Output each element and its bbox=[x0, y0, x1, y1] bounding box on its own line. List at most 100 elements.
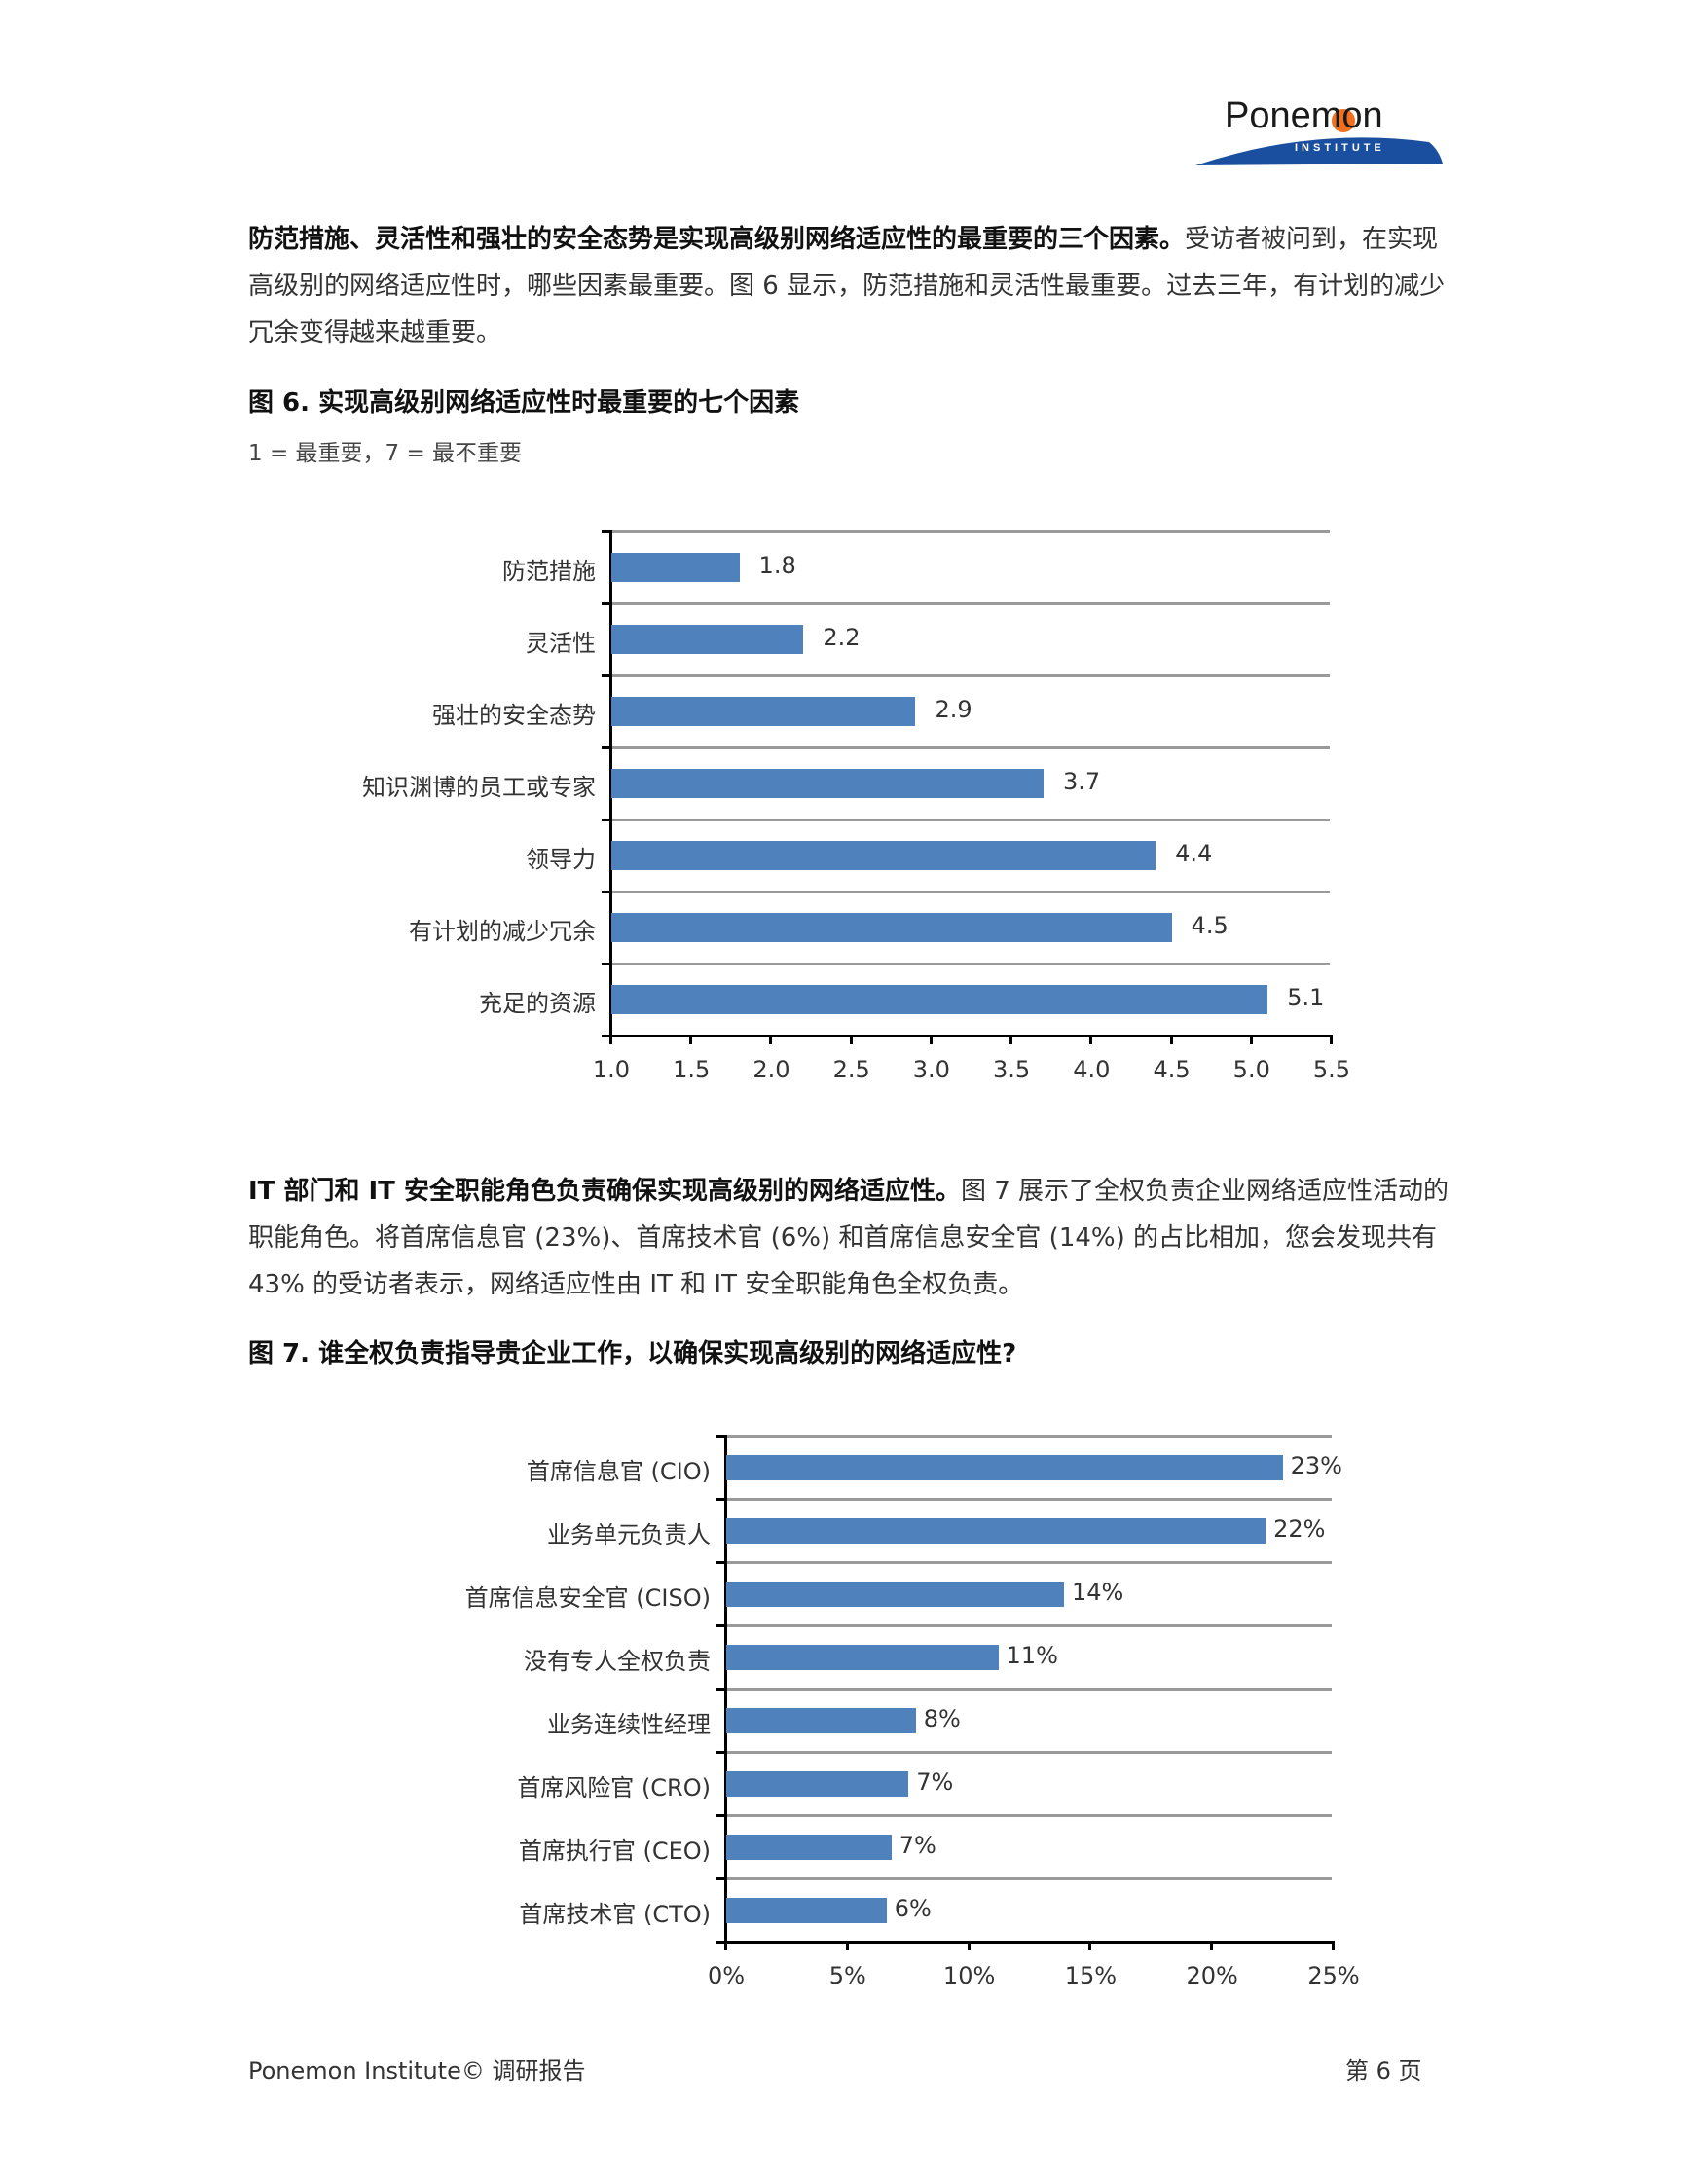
fig7-xtick-label: 0% bbox=[707, 1962, 746, 1989]
fig6-category-label: 有计划的减少冗余 bbox=[409, 918, 596, 945]
fig6-ytick bbox=[602, 891, 611, 893]
fig7-value-label: 22% bbox=[1273, 1514, 1326, 1543]
fig6-xtick-label: 1.5 bbox=[673, 1056, 711, 1083]
fig7-category-label: 首席风险官 (CRO) bbox=[517, 1773, 711, 1802]
fig6-x-axis bbox=[602, 1035, 1331, 1037]
fig6-bar bbox=[611, 769, 1044, 798]
fig7-bar bbox=[726, 1770, 909, 1797]
fig6-xtick-label: 4.0 bbox=[1073, 1056, 1111, 1083]
fig7-bar bbox=[726, 1834, 892, 1860]
fig6-xtick-label: 3.5 bbox=[993, 1056, 1031, 1083]
fig7-ytick bbox=[716, 1561, 726, 1564]
footer-page-number: 第 6 页 bbox=[1345, 2057, 1422, 2085]
logo-swoosh-icon bbox=[1195, 137, 1443, 165]
figure7-title: 图 7. 谁全权负责指导贵企业工作，以确保实现高级别的网络适应性? bbox=[248, 1339, 1017, 1368]
fig7-gridline bbox=[724, 1561, 1332, 1564]
fig7-bar bbox=[726, 1517, 1266, 1544]
section2-lead: IT 部门和 IT 安全职能角色负责确保实现高级别的网络适应性。 bbox=[248, 1177, 961, 1206]
fig6-ytick bbox=[602, 819, 611, 821]
fig6-category-label: 充足的资源 bbox=[479, 990, 596, 1017]
fig6-xtick bbox=[769, 1035, 773, 1044]
fig7-bar bbox=[726, 1454, 1283, 1480]
fig6-category-label: 知识渊博的员工或专家 bbox=[362, 774, 596, 801]
fig6-xtick bbox=[929, 1035, 933, 1044]
fig6-gridline bbox=[609, 891, 1330, 893]
fig6-xtick-label: 2.5 bbox=[832, 1056, 870, 1083]
fig6-category-label: 强壮的安全态势 bbox=[432, 702, 596, 729]
fig6-bar bbox=[611, 985, 1268, 1014]
fig6-gridline bbox=[609, 819, 1330, 821]
fig7-gridline bbox=[724, 1877, 1332, 1880]
section1-paragraph: 防范措施、灵活性和强壮的安全态势是实现高级别网络适应性的最重要的三个因素。受访者… bbox=[248, 216, 1455, 356]
fig6-value-label: 1.8 bbox=[758, 552, 796, 579]
fig6-bar bbox=[611, 913, 1172, 942]
fig6-category-label: 灵活性 bbox=[526, 630, 596, 657]
fig6-value-label: 4.5 bbox=[1191, 912, 1229, 939]
section2-paragraph: IT 部门和 IT 安全职能角色负责确保实现高级别的网络适应性。图 7 展示了全… bbox=[248, 1168, 1455, 1308]
fig6-gridline bbox=[609, 746, 1330, 749]
fig6-xtick-label: 5.0 bbox=[1232, 1056, 1270, 1083]
section1-body: 受访者被问到，在实现高级别的网络适应性时，哪些因素最重要。图 6 显示，防范措施… bbox=[248, 225, 1446, 347]
fig6-xtick-label: 5.5 bbox=[1312, 1056, 1351, 1083]
fig6-bar bbox=[611, 697, 916, 726]
fig6-gridline bbox=[609, 963, 1330, 965]
fig6-gridline bbox=[609, 602, 1330, 605]
fig6-value-label: 5.1 bbox=[1287, 984, 1325, 1011]
fig7-value-label: 7% bbox=[916, 1767, 954, 1796]
fig6-xtick bbox=[1009, 1035, 1013, 1044]
fig7-category-label: 首席信息安全官 (CISO) bbox=[464, 1583, 711, 1612]
fig6-xtick-label: 1.0 bbox=[592, 1056, 631, 1083]
fig6-category-label: 领导力 bbox=[526, 846, 596, 873]
fig6-gridline bbox=[609, 530, 1330, 533]
fig6-xtick-label: 2.0 bbox=[752, 1056, 790, 1083]
fig7-ytick bbox=[716, 1498, 726, 1501]
fig7-bar bbox=[726, 1581, 1064, 1607]
fig7-x-axis bbox=[716, 1941, 1333, 1944]
fig7-value-label: 8% bbox=[923, 1704, 961, 1732]
section1-lead: 防范措施、灵活性和强壮的安全态势是实现高级别网络适应性的最重要的三个因素。 bbox=[248, 225, 1186, 254]
fig7-category-label: 首席执行官 (CEO) bbox=[518, 1837, 711, 1865]
fig7-ytick bbox=[716, 1435, 726, 1438]
fig7-gridline bbox=[724, 1498, 1332, 1501]
fig7-xtick bbox=[845, 1941, 849, 1950]
fig7-xtick bbox=[1088, 1941, 1092, 1950]
fig6-xtick bbox=[689, 1035, 693, 1044]
fig7-xtick-label: 25% bbox=[1307, 1962, 1360, 1989]
fig6-xtick bbox=[849, 1035, 853, 1044]
fig7-bar bbox=[726, 1707, 916, 1733]
fig6-category-label: 防范措施 bbox=[502, 558, 596, 585]
fig7-value-label: 7% bbox=[899, 1831, 936, 1859]
fig6-xtick-label: 4.5 bbox=[1153, 1056, 1191, 1083]
fig6-xtick bbox=[1249, 1035, 1253, 1044]
fig6-bar bbox=[611, 841, 1156, 870]
fig6-bar bbox=[611, 625, 804, 654]
fig7-category-label: 业务连续性经理 bbox=[547, 1710, 711, 1738]
fig6-ytick bbox=[602, 674, 611, 677]
fig7-value-label: 6% bbox=[894, 1894, 932, 1922]
fig7-ytick bbox=[716, 1814, 726, 1817]
fig6-xtick-label: 3.0 bbox=[912, 1056, 950, 1083]
fig7-value-label: 23% bbox=[1290, 1451, 1342, 1479]
fig7-xtick-label: 20% bbox=[1186, 1962, 1238, 1989]
fig6-bar bbox=[611, 553, 740, 582]
fig7-gridline bbox=[724, 1435, 1332, 1438]
fig7-ytick bbox=[716, 1624, 726, 1627]
logo-subtitle: INSTITUTE bbox=[1295, 142, 1385, 154]
fig7-ytick bbox=[716, 1751, 726, 1754]
fig6-ytick bbox=[602, 530, 611, 533]
figure6-title: 图 6. 实现高级别网络适应性时最重要的七个因素 bbox=[248, 388, 800, 418]
section2-body: 图 7 展示了全权负责企业网络适应性活动的职能角色。将首席信息官 (23%)、首… bbox=[248, 1177, 1449, 1299]
fig7-xtick bbox=[724, 1941, 727, 1950]
fig7-xtick bbox=[1332, 1941, 1335, 1950]
logo-wordmark: Ponemon bbox=[1225, 95, 1383, 136]
fig7-category-label: 首席技术官 (CTO) bbox=[519, 1900, 711, 1928]
footer-report-name: Ponemon Institute© 调研报告 bbox=[248, 2057, 586, 2085]
fig7-value-label: 14% bbox=[1071, 1578, 1124, 1606]
fig7-gridline bbox=[724, 1688, 1332, 1691]
ponemon-logo: Ponemon INSTITUTE bbox=[1195, 95, 1443, 167]
fig6-value-label: 4.4 bbox=[1175, 840, 1213, 867]
fig6-gridline bbox=[609, 674, 1330, 677]
fig7-category-label: 首席信息官 (CIO) bbox=[526, 1457, 711, 1485]
fig7-gridline bbox=[724, 1624, 1332, 1627]
fig7-bar bbox=[726, 1644, 999, 1670]
